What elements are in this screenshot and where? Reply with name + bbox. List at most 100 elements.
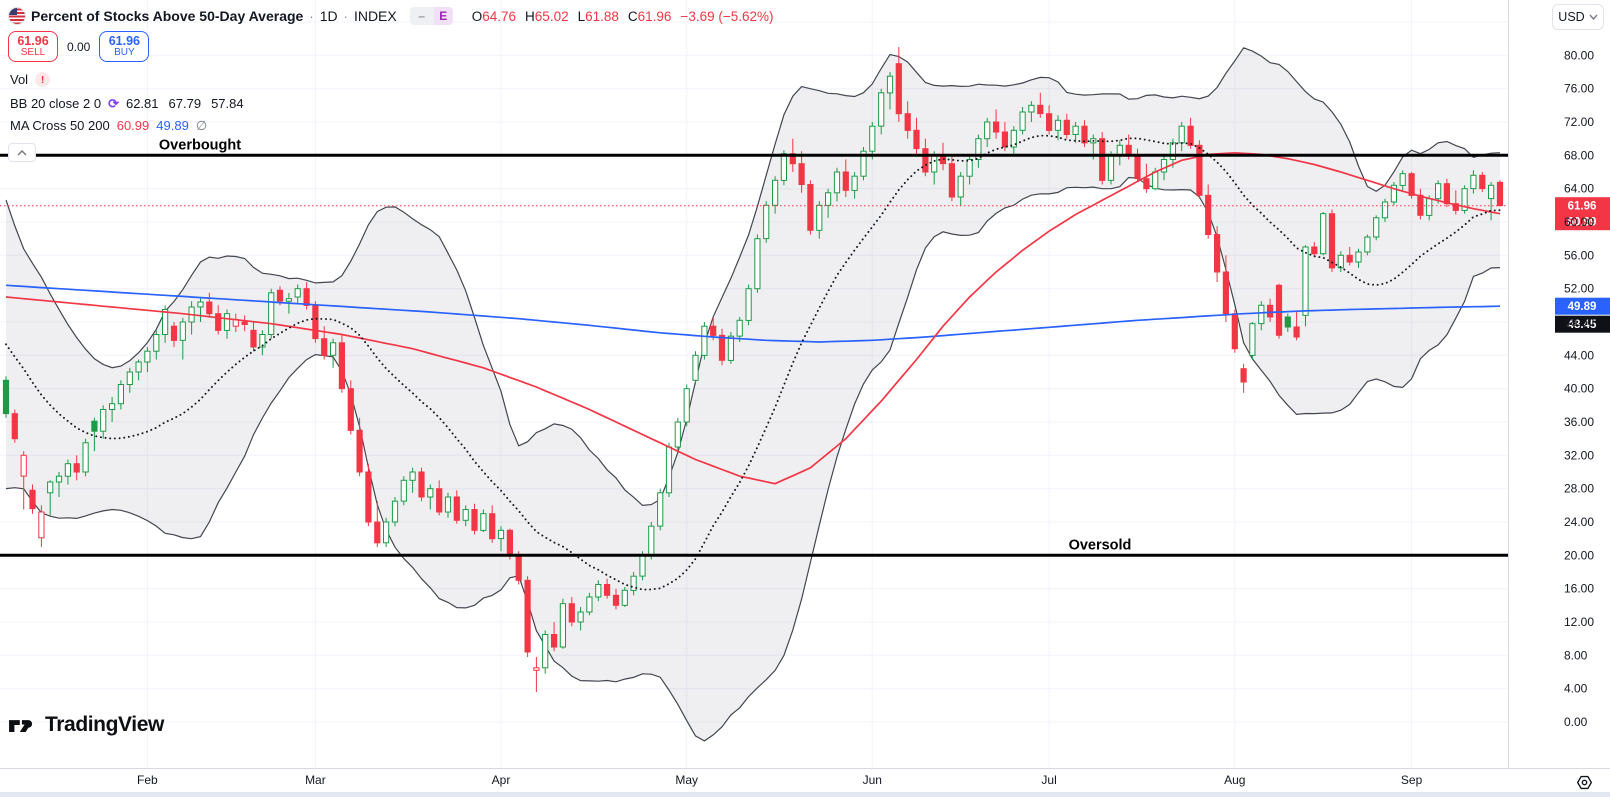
bb-lower-value: 57.84 xyxy=(211,96,244,111)
bollinger-indicator-label: BB 20 close 2 0 xyxy=(10,96,102,111)
symbol-header: Percent of Stocks Above 50-Day Average ·… xyxy=(8,5,774,27)
collapse-legend-button[interactable] xyxy=(8,143,36,162)
symbol-title[interactable]: Percent of Stocks Above 50-Day Average xyxy=(31,8,304,24)
bb-basis-layer xyxy=(5,134,1501,591)
chevron-down-icon xyxy=(1589,14,1598,20)
sell-button[interactable]: 61.96 SELL xyxy=(8,31,58,62)
price-axis-label: 76.00 xyxy=(1564,82,1594,96)
close-key: C xyxy=(627,8,638,24)
price-axis-label: 44.00 xyxy=(1564,348,1594,362)
close-value: 61.96 xyxy=(637,8,672,24)
title-separator: · xyxy=(343,8,348,24)
ma-cross-indicator-label: MA Cross 50 200 xyxy=(10,118,110,133)
time-axis-label: May xyxy=(675,773,698,787)
price-axis-badge xyxy=(1555,197,1610,215)
buy-price: 61.96 xyxy=(108,33,140,48)
price-axis-label: 56.00 xyxy=(1564,248,1594,262)
price-axis-label: 80.00 xyxy=(1564,48,1594,62)
tradingview-logo-text: TradingView xyxy=(45,713,164,736)
time-axis-label: Sep xyxy=(1401,773,1423,787)
dash-toggle-icon[interactable]: – xyxy=(409,7,434,25)
price-axis-label: 48.00 xyxy=(1564,315,1594,329)
buy-label: BUY xyxy=(114,46,135,58)
price-axis-label: 20.00 xyxy=(1564,548,1594,562)
price-axis-label: 24.00 xyxy=(1564,515,1594,529)
price-axis-label: 4.00 xyxy=(1564,682,1588,696)
high-key: H xyxy=(525,8,535,24)
last-price-layer: 61.96 60.99 49.89 48.45 xyxy=(0,197,1610,333)
sell-price: 61.96 xyxy=(17,33,49,48)
open-value: 64.76 xyxy=(482,8,517,24)
ma50-value: 60.99 xyxy=(116,118,150,133)
volume-warning-icon[interactable]: ! xyxy=(35,72,51,87)
price-axis-badge xyxy=(1555,213,1610,231)
trade-panel: 61.96 SELL 0.00 61.96 BUY xyxy=(8,31,150,62)
loading-sync-icon[interactable]: ⟳ xyxy=(108,95,119,111)
ohlc-readout: O64.76 H65.02 L61.88 C61.96 −3.69 (−5.62… xyxy=(472,9,774,24)
open-key: O xyxy=(471,8,483,24)
time-axis-label: Apr xyxy=(492,773,511,787)
svg-text:61.96: 61.96 xyxy=(1568,201,1597,213)
indicator-row-bollinger[interactable]: BB 20 close 2 0 ⟳ 62.81 67.79 57.84 xyxy=(10,95,244,112)
price-axis-label: 0.00 xyxy=(1564,715,1588,729)
price-axis-label: 36.00 xyxy=(1564,415,1594,429)
price-axis-label: 40.00 xyxy=(1564,382,1594,396)
price-axis-label: 60.00 xyxy=(1564,215,1594,229)
price-axis-label: 28.00 xyxy=(1564,482,1594,496)
price-axis-label: 72.00 xyxy=(1564,115,1594,129)
empty-set-icon: ∅ xyxy=(195,117,208,133)
high-value: 65.02 xyxy=(534,8,569,24)
time-axis-label: Mar xyxy=(305,773,326,787)
time-axis-label: Aug xyxy=(1224,773,1245,787)
bb-upper-value: 67.79 xyxy=(168,96,202,111)
bb-basis-dotted-line xyxy=(5,134,1501,591)
bollinger-band-layer xyxy=(5,47,1501,742)
svg-text:49.89: 49.89 xyxy=(1568,301,1597,313)
price-axis-label: 12.00 xyxy=(1564,615,1594,629)
axis-settings-button[interactable] xyxy=(1574,772,1594,792)
interval-label[interactable]: 1D xyxy=(319,8,338,24)
price-axis-badge xyxy=(1555,315,1610,333)
candles-layer xyxy=(2,47,1504,692)
change-readout: −3.69 (−5.62%) xyxy=(680,8,774,24)
svg-text:48.45: 48.45 xyxy=(1568,319,1597,331)
ma200-line xyxy=(5,284,1501,343)
price-axis-label: 32.00 xyxy=(1564,448,1594,462)
buy-button[interactable]: 61.96 BUY xyxy=(99,31,150,62)
settings-nut-icon xyxy=(1576,775,1592,789)
symbol-type-label: INDEX xyxy=(353,8,397,24)
price-axis-label: 8.00 xyxy=(1564,648,1588,662)
levels-layer: Overbought Oversold xyxy=(0,137,1508,557)
indicator-row-ma-cross[interactable]: MA Cross 50 200 60.99 49.89 ∅ xyxy=(10,117,207,134)
level-label: Overbought xyxy=(159,137,241,153)
sell-label: SELL xyxy=(20,46,46,58)
price-axis-label: 68.00 xyxy=(1564,148,1594,162)
title-separator: · xyxy=(309,8,314,24)
low-value: 61.88 xyxy=(585,8,619,24)
indicator-row-volume[interactable]: Vol ! xyxy=(10,71,51,88)
time-axis-label: Jul xyxy=(1041,773,1056,787)
svg-text:60.99: 60.99 xyxy=(1568,217,1597,229)
time-axis-label: Feb xyxy=(137,773,158,787)
ma200-value: 49.89 xyxy=(156,118,189,133)
tradingview-logo[interactable]: TradingView xyxy=(8,712,164,738)
price-axis-label: 64.00 xyxy=(1564,182,1594,196)
earnings-toggle-icon[interactable]: E xyxy=(433,7,453,25)
spread-value: 0.00 xyxy=(67,39,91,54)
volume-indicator-label: Vol xyxy=(10,72,29,87)
currency-label: USD xyxy=(1558,10,1585,24)
level-label: Oversold xyxy=(1069,537,1132,553)
marker-toggle: – E xyxy=(409,7,453,25)
tradingview-logo-icon xyxy=(9,720,33,732)
bb-basis-value: 62.81 xyxy=(125,96,159,111)
us-flag-icon xyxy=(8,7,26,25)
price-axis-label: 52.00 xyxy=(1564,282,1594,296)
price-axis-label: 16.00 xyxy=(1564,582,1594,596)
chevron-up-icon xyxy=(17,149,27,156)
low-key: L xyxy=(577,8,586,24)
currency-selector[interactable]: USD xyxy=(1552,4,1604,30)
price-axis-badge xyxy=(1555,297,1610,315)
time-axis-label: Jun xyxy=(863,773,882,787)
